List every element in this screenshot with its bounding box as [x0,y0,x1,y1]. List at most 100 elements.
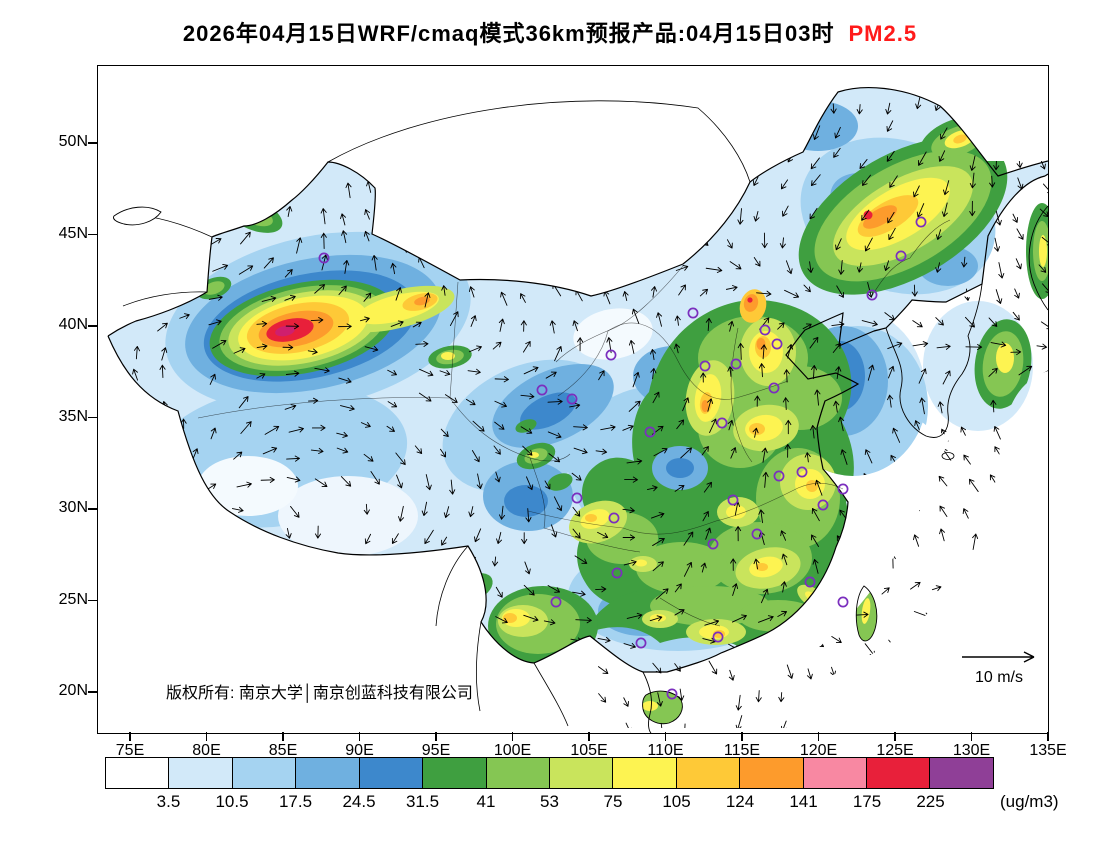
colorbar-tick-label: 141 [789,792,818,811]
lon-tick [511,732,514,741]
colorbar-cell [485,758,549,788]
plot-title-main: 2026年04月15日WRF/cmaq模式36km预报产品:04月15日03时 [182,21,835,46]
city-marker [730,358,742,370]
lon-axis-label: 120E [799,742,838,759]
city-marker [699,360,711,372]
city-marker [605,349,617,361]
colorbar-cell [866,758,930,788]
lon-axis-label: 125E [876,742,914,759]
colorbar-tick-label: 17.5 [278,792,313,811]
city-marker [768,382,780,394]
lat-axis-label: 20N [58,682,88,699]
lon-axis-label: 95E [421,742,451,759]
city-marker [550,596,562,608]
lat-axis-label: 30N [58,499,88,516]
plot-title-pollutant: PM2.5 [848,21,918,46]
colorbar-tick-label: 175 [852,792,882,811]
colorbar-tick-label: 225 [916,792,945,811]
city-marker [817,499,829,511]
colorbar-unit-label: (ug/m3) [1000,792,1059,811]
lon-tick [894,732,896,741]
city-marker [666,688,678,700]
city-marker [915,216,927,228]
colorbar-cell [739,758,803,788]
boundaries [107,87,1048,733]
colorbar-tick-label: 105 [662,792,691,811]
map-frame: 版权所有: 南京大学│南京创蓝科技有限公司 10 m/s [97,65,1049,734]
colorbar-cell [422,758,486,788]
lat-tick [88,142,97,144]
lat-tick [88,508,97,510]
colorbar [105,757,994,789]
lon-axis-label: 105E [570,742,608,759]
colorbar-cell [231,758,296,788]
lat-tick [88,233,97,236]
city-marker [566,393,578,405]
city-marker [804,576,816,588]
colorbar-cell [295,758,359,788]
city-marker [759,324,771,336]
city-marker [687,307,699,319]
lon-axis-label: 135E [1029,742,1067,759]
lon-tick [129,732,131,741]
city-marker [644,426,656,438]
city-marker [837,596,849,608]
lat-tick [88,599,97,602]
lon-tick [588,732,590,741]
lon-tick [664,732,667,741]
city-marker [611,567,623,579]
city-marker [536,384,548,396]
city-marker [571,492,583,504]
colorbar-tick-label: 10.5 [215,792,249,811]
city-marker [771,338,783,350]
city-marker [751,528,763,540]
lat-axis-label: 35N [58,407,88,425]
colorbar-tick-label: 24.5 [342,792,376,811]
lon-tick [358,732,361,741]
lat-axis-label: 25N [58,590,88,608]
city-markers [318,216,927,700]
city-marker [608,512,620,524]
colorbar-cell [929,758,993,788]
lon-tick [435,732,437,741]
city-marker [727,494,739,506]
lon-axis-label: 90E [345,742,374,759]
city-marker [796,466,808,478]
colorbar-cell [168,758,232,788]
copyright-text: 版权所有: 南京大学│南京创蓝科技有限公司 [166,683,473,703]
lon-axis-label: 80E [192,742,221,759]
lat-axis-label: 45N [58,224,88,242]
lon-axis-label: 100E [493,742,532,759]
colorbar-cell [675,758,740,788]
colorbar-cell [358,758,423,788]
city-marker [712,631,724,643]
lon-tick [1047,732,1049,741]
lat-axis-label: 40N [58,316,88,333]
lon-tick [741,732,743,741]
city-marker [707,538,719,550]
lon-tick [205,732,208,741]
wind-scale-label: 10 m/s [975,669,1023,686]
city-marker [318,252,330,264]
lon-axis-label: 130E [952,742,991,759]
colorbar-tick-label: 31.5 [405,792,440,811]
colorbar-tick-label: 53 [540,792,559,811]
colorbar-tick-label: 3.5 [156,792,181,811]
city-marker [635,637,647,649]
colorbar-cell [548,758,613,788]
lat-tick [88,416,97,419]
lon-tick [817,732,820,741]
lat-tick [88,325,97,327]
colorbar-tick-label: 75 [603,792,623,811]
lon-axis-label: 115E [723,742,761,759]
lon-axis-label: 75E [115,742,145,759]
city-marker [837,483,849,495]
lon-axis-label: 85E [268,742,298,759]
map-canvas: 版权所有: 南京大学│南京创蓝科技有限公司 10 m/s [98,66,1048,733]
colorbar-cell [802,758,867,788]
lon-tick [970,732,973,741]
lon-tick [282,732,284,741]
wind-scale-arrow [962,651,1035,663]
lon-axis-label: 110E [647,742,684,759]
plot-title: 2026年04月15日WRF/cmaq模式36km预报产品:04月15日03时 P… [0,16,1100,48]
